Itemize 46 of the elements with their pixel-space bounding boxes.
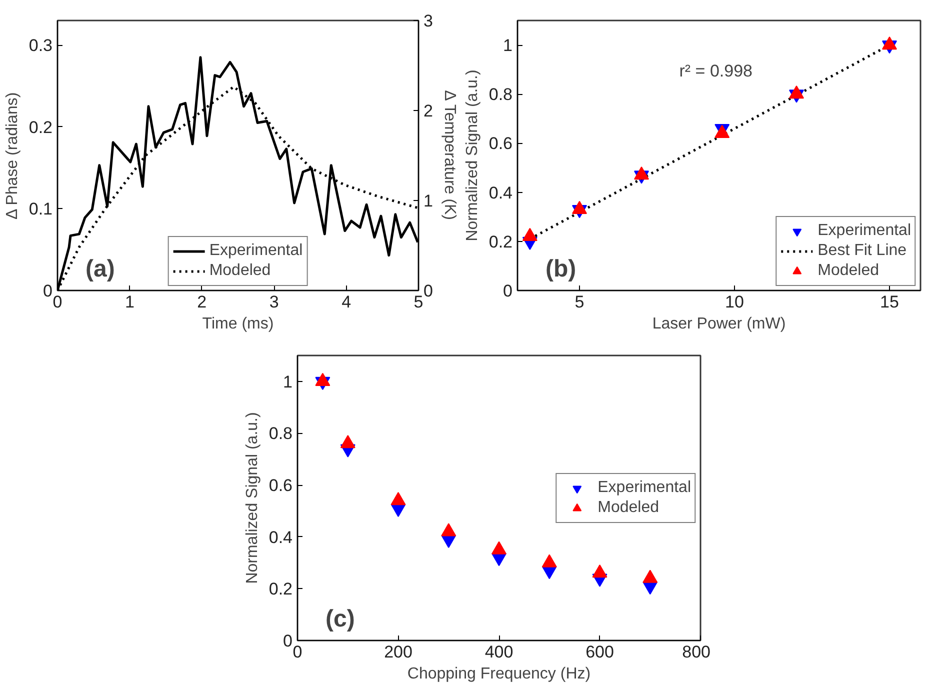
y-tick-label: 0.2 — [268, 580, 293, 599]
x-tick-label: 200 — [384, 642, 412, 662]
legend-label: Experimental — [598, 478, 691, 496]
annotation: r² = 0.998 — [679, 62, 753, 80]
y-tick-label: 0.2 — [488, 232, 513, 252]
x-tick-label: 5 — [414, 292, 424, 312]
y-tick-label: 0.1 — [28, 200, 53, 219]
y-tick-label: 1 — [283, 372, 293, 392]
legend-label: Experimental — [818, 222, 911, 240]
x-tick-label: 15 — [880, 292, 899, 312]
x-axis-title: Time (ms) — [202, 316, 274, 332]
y-tick-label: 0.6 — [268, 476, 293, 496]
y-tick-label: 0.4 — [488, 183, 513, 202]
y2-tick-label: 1 — [424, 192, 433, 210]
y2-tick-label: 3 — [424, 12, 433, 30]
x-tick-label: 800 — [682, 642, 711, 662]
y-tick-label: 0.3 — [28, 36, 53, 56]
x-axis-title: Chopping Frequency (Hz) — [407, 666, 591, 682]
y-axis-title: Δ Phase (radians) — [4, 92, 21, 220]
annotation: (c) — [326, 606, 355, 632]
x-tick-label: 3 — [269, 292, 279, 312]
y-tick-label: 0.4 — [268, 528, 293, 547]
annotation: (b) — [546, 256, 576, 282]
y-tick-label: 0.8 — [488, 85, 513, 104]
legend-label: Modeled — [209, 262, 271, 280]
x-tick-label: 2 — [197, 292, 207, 312]
x-tick-label: 10 — [725, 292, 744, 312]
legend-label: Modeled — [598, 498, 659, 516]
y-tick-label: 1 — [503, 36, 513, 56]
x-tick-label: 600 — [586, 642, 614, 662]
legend-label: Experimental — [209, 242, 303, 260]
y-tick-label: 0.2 — [28, 118, 53, 137]
y-tick-label: 0.6 — [488, 134, 513, 154]
y-axis-title: Normalized Signal (a.u.) — [244, 412, 261, 584]
x-tick-label: 5 — [574, 292, 584, 312]
x-axis-title: Laser Power (mW) — [652, 316, 786, 332]
y2-axis-title: Δ Temperature (K) — [440, 90, 458, 220]
x-tick-label: 4 — [342, 292, 352, 312]
legend-label: Modeled — [818, 262, 879, 280]
legend-label: Best Fit Line — [818, 242, 907, 260]
x-tick-label: 400 — [484, 642, 514, 662]
x-tick-label: 1 — [124, 292, 134, 312]
y-tick-label: 0.8 — [268, 424, 293, 444]
y2-tick-label: 2 — [424, 102, 433, 120]
annotation: (a) — [86, 256, 115, 282]
y-axis-title: Normalized Signal (a.u.) — [464, 70, 481, 242]
